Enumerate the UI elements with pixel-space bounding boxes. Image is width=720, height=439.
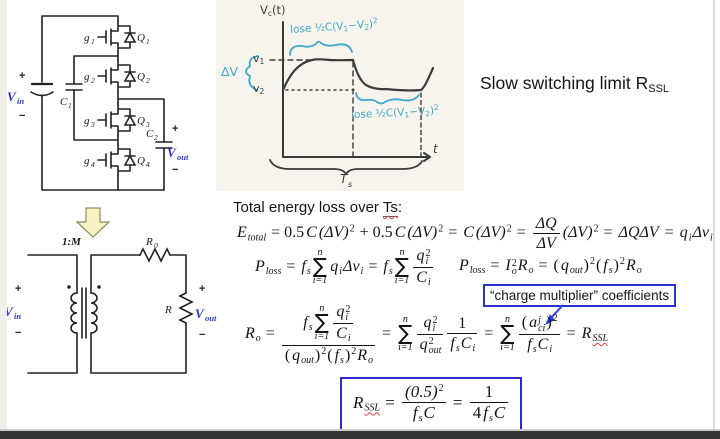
switch-label: Q [137, 71, 145, 83]
svg-text:1: 1 [68, 101, 72, 110]
vin-plus: + [15, 283, 21, 295]
section-heading: Total energy loss over Ts: [233, 199, 402, 217]
page-left-margin [0, 0, 7, 430]
equation-ploss-sum: Ploss = fs n ∑ i=1 qiΔvi = fs n ∑ i=1 q 2 i Ci [255, 247, 433, 288]
vout-minus: − [172, 164, 178, 176]
mosfet-q2 [97, 59, 137, 93]
body-diode-icon [123, 154, 137, 166]
svg-text:4: 4 [146, 160, 150, 169]
vout-minus: − [199, 329, 205, 341]
transformer-core [81, 287, 87, 339]
svg-text:2: 2 [91, 76, 95, 85]
body-diode-icon [123, 70, 137, 82]
slide-title: Slow switching limit RSSL [480, 73, 670, 95]
resistor-r0 [139, 247, 171, 263]
vin-plus: + [19, 70, 25, 82]
svg-text:3: 3 [90, 120, 95, 129]
vc-axis-label: Vc(t) [260, 3, 286, 18]
mosfet-q4 [97, 143, 137, 177]
waveform-curve [281, 58, 435, 92]
mosfet-q1 [97, 20, 137, 54]
vin-label: V [7, 89, 17, 104]
cap-c1-label: C [60, 96, 68, 108]
model-wires [27, 247, 194, 374]
mosfet-q3 [97, 103, 137, 137]
svg-text:1: 1 [91, 37, 95, 46]
load-r-label: R [164, 304, 172, 316]
svg-text:2: 2 [146, 76, 150, 85]
vout-label: V [167, 145, 177, 160]
switch-label: Q [137, 115, 145, 127]
down-arrow-icon [75, 207, 111, 238]
discharge-loss-underbrace [355, 92, 420, 105]
callout-arrow-icon [545, 304, 564, 325]
switch-label: Q [137, 155, 145, 167]
window-bottom-edge [0, 429, 720, 431]
body-diode-icon [123, 31, 137, 43]
ts-misspelled: Ts [382, 199, 398, 217]
ts-label: T [340, 172, 349, 186]
svg-text:in: in [14, 311, 21, 321]
switch-label: Q [137, 32, 145, 44]
svg-text:3: 3 [145, 120, 150, 129]
output-cap-c2 [117, 98, 173, 191]
equation-rssl-boxed: RSSL = (0.5)2 fsC = 1 4 fsC [340, 377, 523, 433]
turns-ratio-label: 1:M [62, 236, 82, 248]
time-axis-label: t [433, 142, 439, 156]
transformer-primary [70, 292, 78, 334]
vout-plus: + [172, 123, 178, 135]
equation-ploss-output: Ploss = I 2 o Ro = (qout)2(fs)2Ro [459, 256, 642, 277]
gate-label: g [84, 32, 90, 44]
gate-label: g [84, 71, 90, 83]
vout-plus: + [199, 283, 205, 295]
whiteboard-sketch-panel: T s t Vc(t) v1 v2 ΔV lose ½C(V1−V2)2 los… [216, 0, 464, 191]
svg-text:in: in [17, 96, 24, 106]
equation-total-energy: Etotal = 0.5 C (ΔV)2 + 0.5 C (ΔV)2 = C (ΔV)2 … [237, 215, 713, 253]
vout-label: V [195, 306, 205, 321]
waveform-sketch: T s t [245, 21, 439, 189]
page-right-edge [713, 0, 715, 430]
v1-label: v1 [253, 52, 265, 66]
circuit-wires [30, 15, 173, 191]
vin-minus: − [15, 327, 21, 339]
window-bottom-bar [0, 431, 720, 439]
cap-c2-label: C [146, 128, 154, 140]
gate-label: g [84, 115, 90, 127]
dot-secondary [97, 285, 101, 289]
v2-label: v2 [253, 82, 265, 96]
svg-text:2: 2 [154, 133, 158, 142]
svg-text:out: out [177, 152, 189, 162]
svg-text:0: 0 [154, 241, 158, 250]
svg-text:1: 1 [146, 37, 150, 46]
r0-label: R [145, 236, 153, 248]
ts-underbrace [269, 159, 423, 176]
delta-v-label: ΔV [221, 64, 239, 79]
svg-text:out: out [205, 313, 217, 323]
dot-primary [67, 285, 71, 289]
svg-text:4: 4 [91, 160, 95, 169]
delta-v-brace [245, 55, 259, 91]
vin-label: V [4, 304, 14, 319]
vin-minus: − [19, 110, 25, 122]
flying-cap-c1 [65, 55, 119, 141]
body-diode-icon [123, 114, 137, 126]
equation-rssl-derivation: Ro = fs n ∑ i=1 q 2 i Ci(qout)2(fs)2Ro = n ∑ i=1 q… [245, 303, 609, 366]
gate-label: g [84, 155, 90, 167]
transformer-secondary [90, 292, 98, 334]
svg-text:s: s [348, 180, 352, 189]
charge-multiplier-callout: “charge multiplier” coefficients [483, 284, 677, 307]
load-resistor [178, 292, 194, 324]
charge-loss-overbrace [289, 40, 353, 56]
